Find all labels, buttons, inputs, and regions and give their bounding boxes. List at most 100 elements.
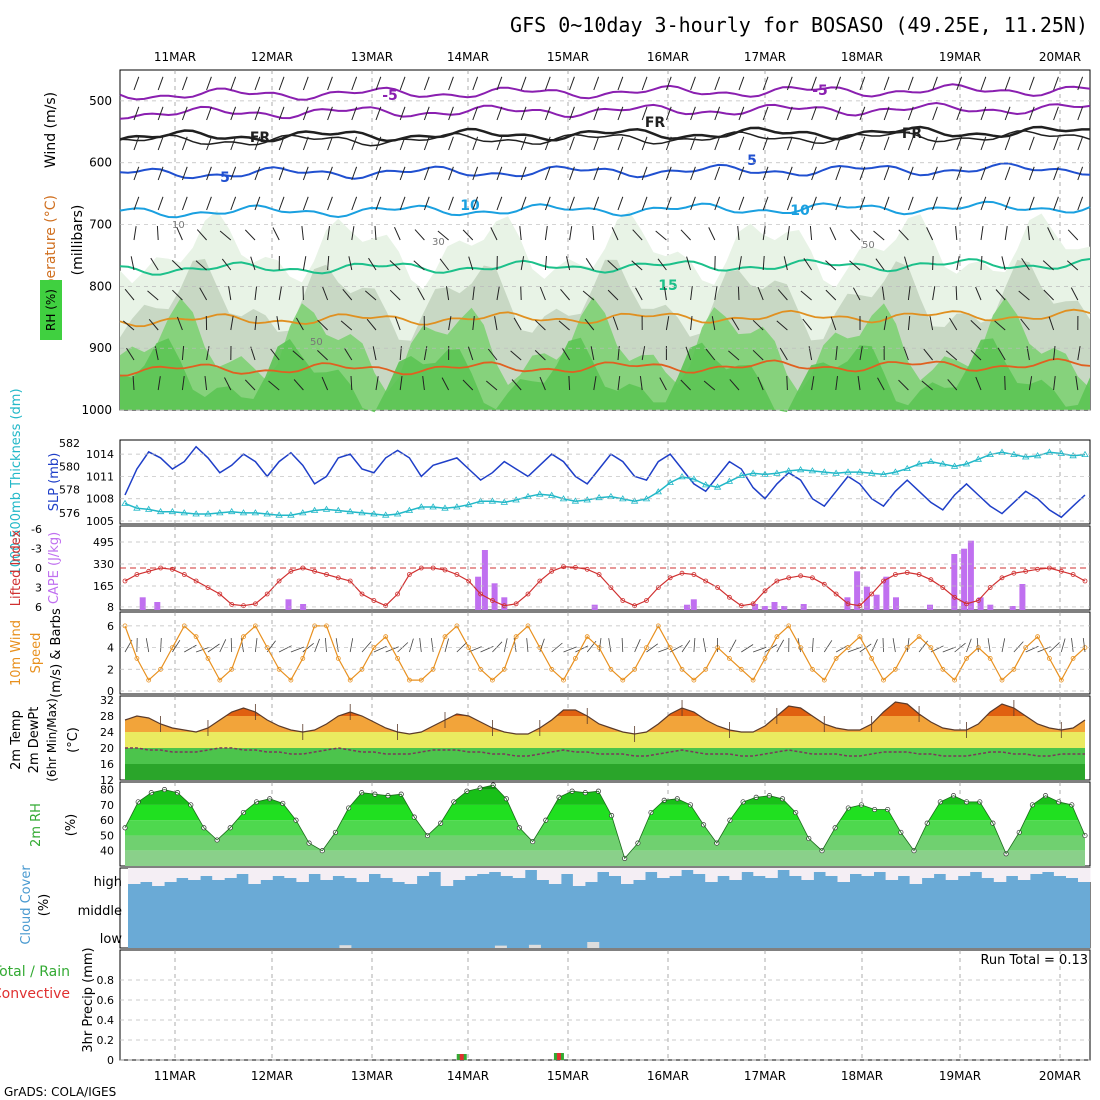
wind-barb [456, 642, 468, 653]
upper-wind-barb [539, 376, 546, 391]
slp-left-label: 1000-500mb Thickness (dm) [9, 388, 24, 575]
upper-wind-barb [322, 286, 329, 301]
cloud-high-gap [332, 868, 345, 876]
upper-wind-barb [921, 380, 933, 391]
upper-wind-barb [883, 196, 890, 211]
wind-barb [207, 643, 220, 653]
upper-wind-barb [511, 379, 522, 391]
run-total: Run Total = 0.13 [980, 953, 1088, 968]
date-top-17MAR: 17MAR [744, 50, 786, 64]
cloud-high-gap [560, 868, 574, 874]
upper-wind-barb [520, 76, 527, 91]
upper-wind-barb [926, 227, 934, 241]
frame-wind [119, 611, 1091, 695]
upper-wind-barb [835, 76, 842, 91]
slp-right-label: SLP (mb) [47, 453, 62, 512]
temp-label-3: (6hr Min/Max) [45, 698, 59, 782]
upper-wind-barb [738, 76, 745, 91]
precip-conv-label: Convective [0, 986, 70, 1002]
contour-label-9: 15 [658, 278, 677, 294]
upper-wind-barb [593, 376, 597, 391]
upper-wind-barb [728, 350, 740, 361]
upper-wind-barb [204, 376, 208, 391]
wind-barb [586, 640, 597, 653]
li-point [205, 585, 211, 590]
upper-wind-barb [641, 76, 648, 91]
upper-wind-barb [278, 136, 285, 151]
cloud-high-gap [500, 868, 514, 876]
upper-wind-barb [375, 376, 379, 391]
upper-wind-barb [230, 76, 237, 91]
upper-wind-barb [907, 196, 914, 211]
cape-tick-165: 165 [93, 580, 114, 593]
upper-wind-barb [496, 136, 503, 151]
wind-barb [702, 638, 707, 653]
upper-wind-barb [641, 166, 648, 181]
isotherm-minus5-a [119, 83, 1091, 101]
upper-wind-barb [561, 347, 571, 361]
wind-panel: 0 2 4 6 [107, 620, 1090, 698]
upper-wind-barb [302, 256, 307, 271]
upper-wind-barb [980, 196, 987, 211]
upper-wind-barb [811, 106, 817, 121]
upper-wind-barb [375, 166, 382, 181]
upper-wind-barb [181, 345, 185, 361]
cloud-high-gap [741, 868, 754, 872]
wind-barb [563, 646, 577, 653]
upper-wind-barb [157, 106, 164, 121]
cloud-high-gap [897, 868, 911, 876]
upper-wind-barb [786, 136, 793, 151]
cloud-high-gap [320, 868, 333, 880]
cape-bar [1009, 606, 1016, 610]
contour-label-2: FR [250, 130, 271, 146]
upper-wind-barb [932, 166, 938, 181]
upper-wind-barb [375, 106, 382, 121]
upper-wind-barb [519, 226, 522, 241]
upper-wind-barb [731, 317, 740, 331]
wind-barb [681, 640, 691, 653]
upper-wind-barb [1053, 166, 1059, 181]
upper-wind-barb [496, 76, 503, 91]
cloud-high-gap [260, 868, 273, 880]
upper-wind-barb [366, 318, 377, 331]
isotherm-15 [119, 258, 1091, 276]
wind-barb [621, 637, 624, 653]
upper-wind-barb [883, 166, 890, 181]
upper-wind-barb [859, 346, 863, 361]
cape-bar [475, 576, 482, 610]
upper-wind-barb [680, 229, 691, 241]
upper-wind-barb [133, 76, 140, 91]
upper-wind-barb [1018, 290, 1030, 301]
cloud-units: (%) [37, 894, 52, 917]
upper-wind-barb [786, 166, 793, 181]
upper-wind-barb [544, 136, 551, 151]
li-point [1082, 578, 1088, 584]
cloud-high-gap [572, 868, 586, 886]
cloud-high-gap [188, 868, 201, 880]
upper-wind-barb [301, 226, 304, 241]
upper-pressure-label: (millibars) [70, 205, 86, 276]
upper-wind-barb [593, 136, 600, 151]
upper-wind-barb [641, 136, 648, 151]
freezing-level-a [119, 125, 1090, 143]
slp-tick-1005: 1005 [86, 515, 114, 528]
upper-wind-barb [956, 256, 960, 271]
upper-wind-barb [980, 136, 987, 151]
contour-label-4: FR [902, 126, 923, 142]
upper-wind-label: Wind (m/s) [43, 92, 59, 168]
li-point [608, 585, 614, 590]
upper-wind-barb [157, 166, 164, 181]
cloud-high-gap [416, 868, 430, 876]
upper-wind-barb [859, 76, 866, 91]
wind-barb [172, 639, 181, 653]
isotherm-minus5-b [119, 101, 1091, 120]
wind-tick-2: 2 [107, 663, 114, 676]
li-tick-3: 3 [35, 582, 42, 595]
upper-wind-barb [350, 375, 353, 391]
cloud-high-gap [488, 868, 502, 872]
rh-contour-label-1: 50 [310, 337, 323, 348]
cloud-high-gap [765, 868, 778, 878]
upper-wind-barb [157, 76, 164, 91]
upper-wind-barb [1028, 166, 1035, 181]
date-top-11MAR: 11MAR [154, 50, 196, 64]
